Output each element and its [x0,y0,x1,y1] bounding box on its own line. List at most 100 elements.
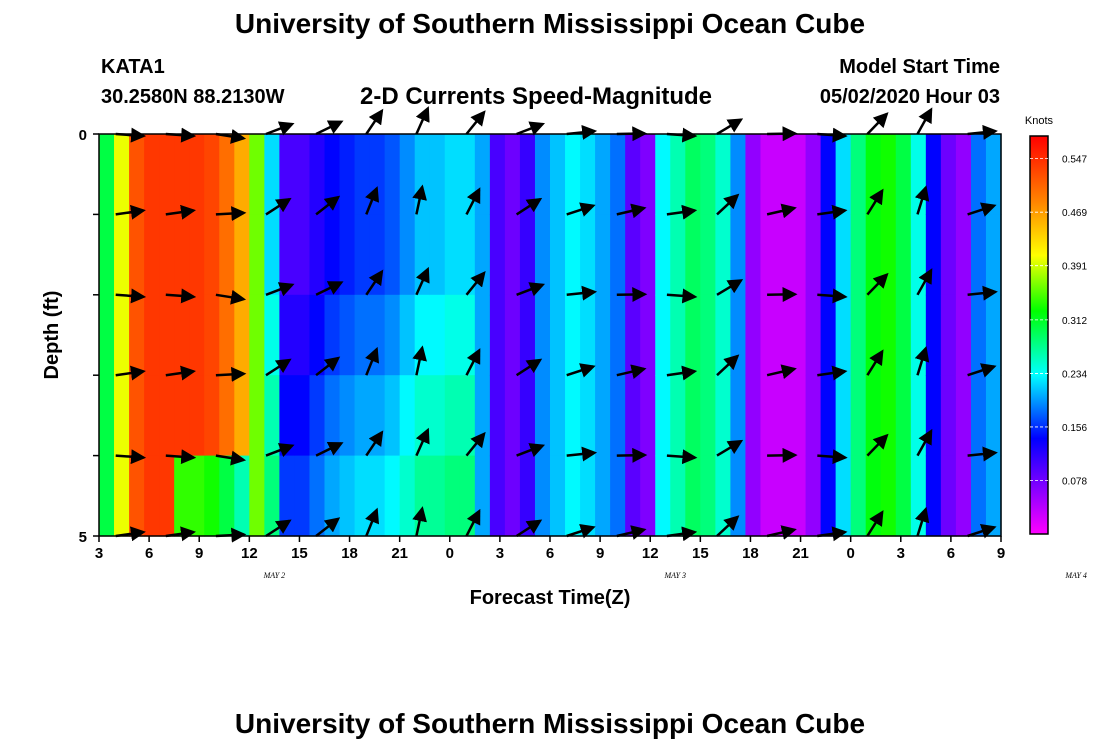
x-tick-label: 18 [341,545,358,562]
heat-cell [955,294,972,376]
heat-cell [249,375,265,457]
heat-cell [625,134,641,215]
heat-cell [339,294,356,376]
heat-cell [309,134,326,215]
y-tick-label: 5 [79,529,87,546]
current-arrow [516,443,546,458]
heat-cell [474,134,491,215]
current-arrow [115,288,147,304]
current-arrow [916,107,933,135]
current-arrow [412,184,427,215]
current-arrow [265,282,295,297]
heat-cell [955,375,972,457]
heat-cell [655,455,671,537]
heat-cell [895,294,912,376]
heat-cell [99,294,115,376]
heat-cell [640,455,656,537]
axes: 3 6 9 12 15 18 21 0 3 6 9 12 15 18 21 0 3 6 9 MAY 2 MAY 3 MAY… [41,127,1087,609]
current-arrow [412,345,427,376]
heat-cell [429,455,446,537]
heat-cell [174,294,190,376]
heat-cell [580,375,596,457]
current-arrow [817,288,848,304]
heat-cell [610,375,626,457]
heat-cell [399,375,416,457]
heat-cell [655,294,671,376]
heat-cell [489,294,506,376]
current-arrow [365,269,384,296]
current-arrow [315,517,341,537]
heat-cell [234,134,250,215]
heat-cell [534,134,551,215]
heat-cell [610,134,626,215]
heat-cell [940,134,957,215]
heat-cell [670,294,686,376]
heat-cell [354,375,371,457]
heat-cell [279,455,296,537]
heat-cell [474,455,491,537]
heat-cell [685,375,701,457]
heat-cell [790,375,807,457]
heat-cell [700,294,716,376]
heat-cell [189,294,205,376]
x-tick-label: 9 [195,545,203,562]
heat-cell [129,294,145,376]
heatmap-cells [99,134,1002,537]
heat-cell [159,455,175,537]
heat-cell [580,214,596,296]
heat-cell [790,214,807,296]
heat-cell [790,134,807,215]
heat-cell [550,455,566,537]
heat-cell [910,455,927,537]
current-arrow [866,433,889,457]
heat-cell [204,455,220,537]
heat-cell [504,294,521,376]
heat-cell [925,455,942,537]
x-tick-label: 18 [742,545,759,562]
current-arrow [365,507,380,537]
heat-cell [519,294,536,376]
heat-cell [264,294,280,376]
current-arrow [115,449,147,465]
x-tick-label: 15 [692,545,709,562]
heat-cell [234,455,250,537]
heat-cell [309,375,326,457]
colorbar-tick-label: 0.469 [1062,208,1087,219]
heat-cell [174,214,190,296]
heat-cell [309,455,326,537]
heat-cell [489,214,506,296]
heat-cell [144,375,160,457]
heat-cell [655,214,671,296]
current-arrow [866,272,889,296]
heat-cell [189,455,205,537]
x-tick-label: 12 [642,545,659,562]
x-tick-label: 9 [997,545,1005,562]
heat-cell [610,294,626,376]
heat-cell [129,214,145,296]
heat-cell [504,455,521,537]
heat-cell [595,294,611,376]
current-arrow [265,519,292,538]
heat-cell [339,455,356,537]
current-arrow [465,187,481,215]
current-arrow [616,525,647,540]
current-arrow [315,281,344,296]
heat-cell [219,214,235,296]
heat-cell [444,455,461,537]
heat-cell [414,294,431,376]
heat-cell [489,134,506,215]
heat-cell [850,214,867,296]
heat-cell [174,375,190,457]
heat-cell [384,294,401,376]
heat-cell [985,375,1002,457]
heat-cell [114,294,130,376]
current-arrow [365,108,384,135]
current-arrow [914,506,930,537]
current-arrow [916,428,933,457]
current-arrow [914,346,930,376]
colorbar-tick-label: 0.234 [1062,369,1087,380]
heat-cell [640,375,656,457]
heat-cell [985,134,1002,215]
x-tick-label: 0 [846,545,854,562]
heat-cell [925,134,942,215]
